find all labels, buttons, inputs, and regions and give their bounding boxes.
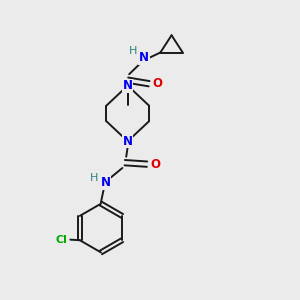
Text: H: H — [90, 172, 98, 182]
Text: Cl: Cl — [56, 235, 68, 244]
Text: N: N — [139, 51, 149, 64]
Text: N: N — [123, 135, 133, 148]
Text: N: N — [100, 176, 110, 189]
Text: O: O — [150, 158, 160, 171]
Text: N: N — [123, 79, 133, 92]
Text: O: O — [152, 77, 162, 90]
Text: H: H — [129, 46, 137, 56]
